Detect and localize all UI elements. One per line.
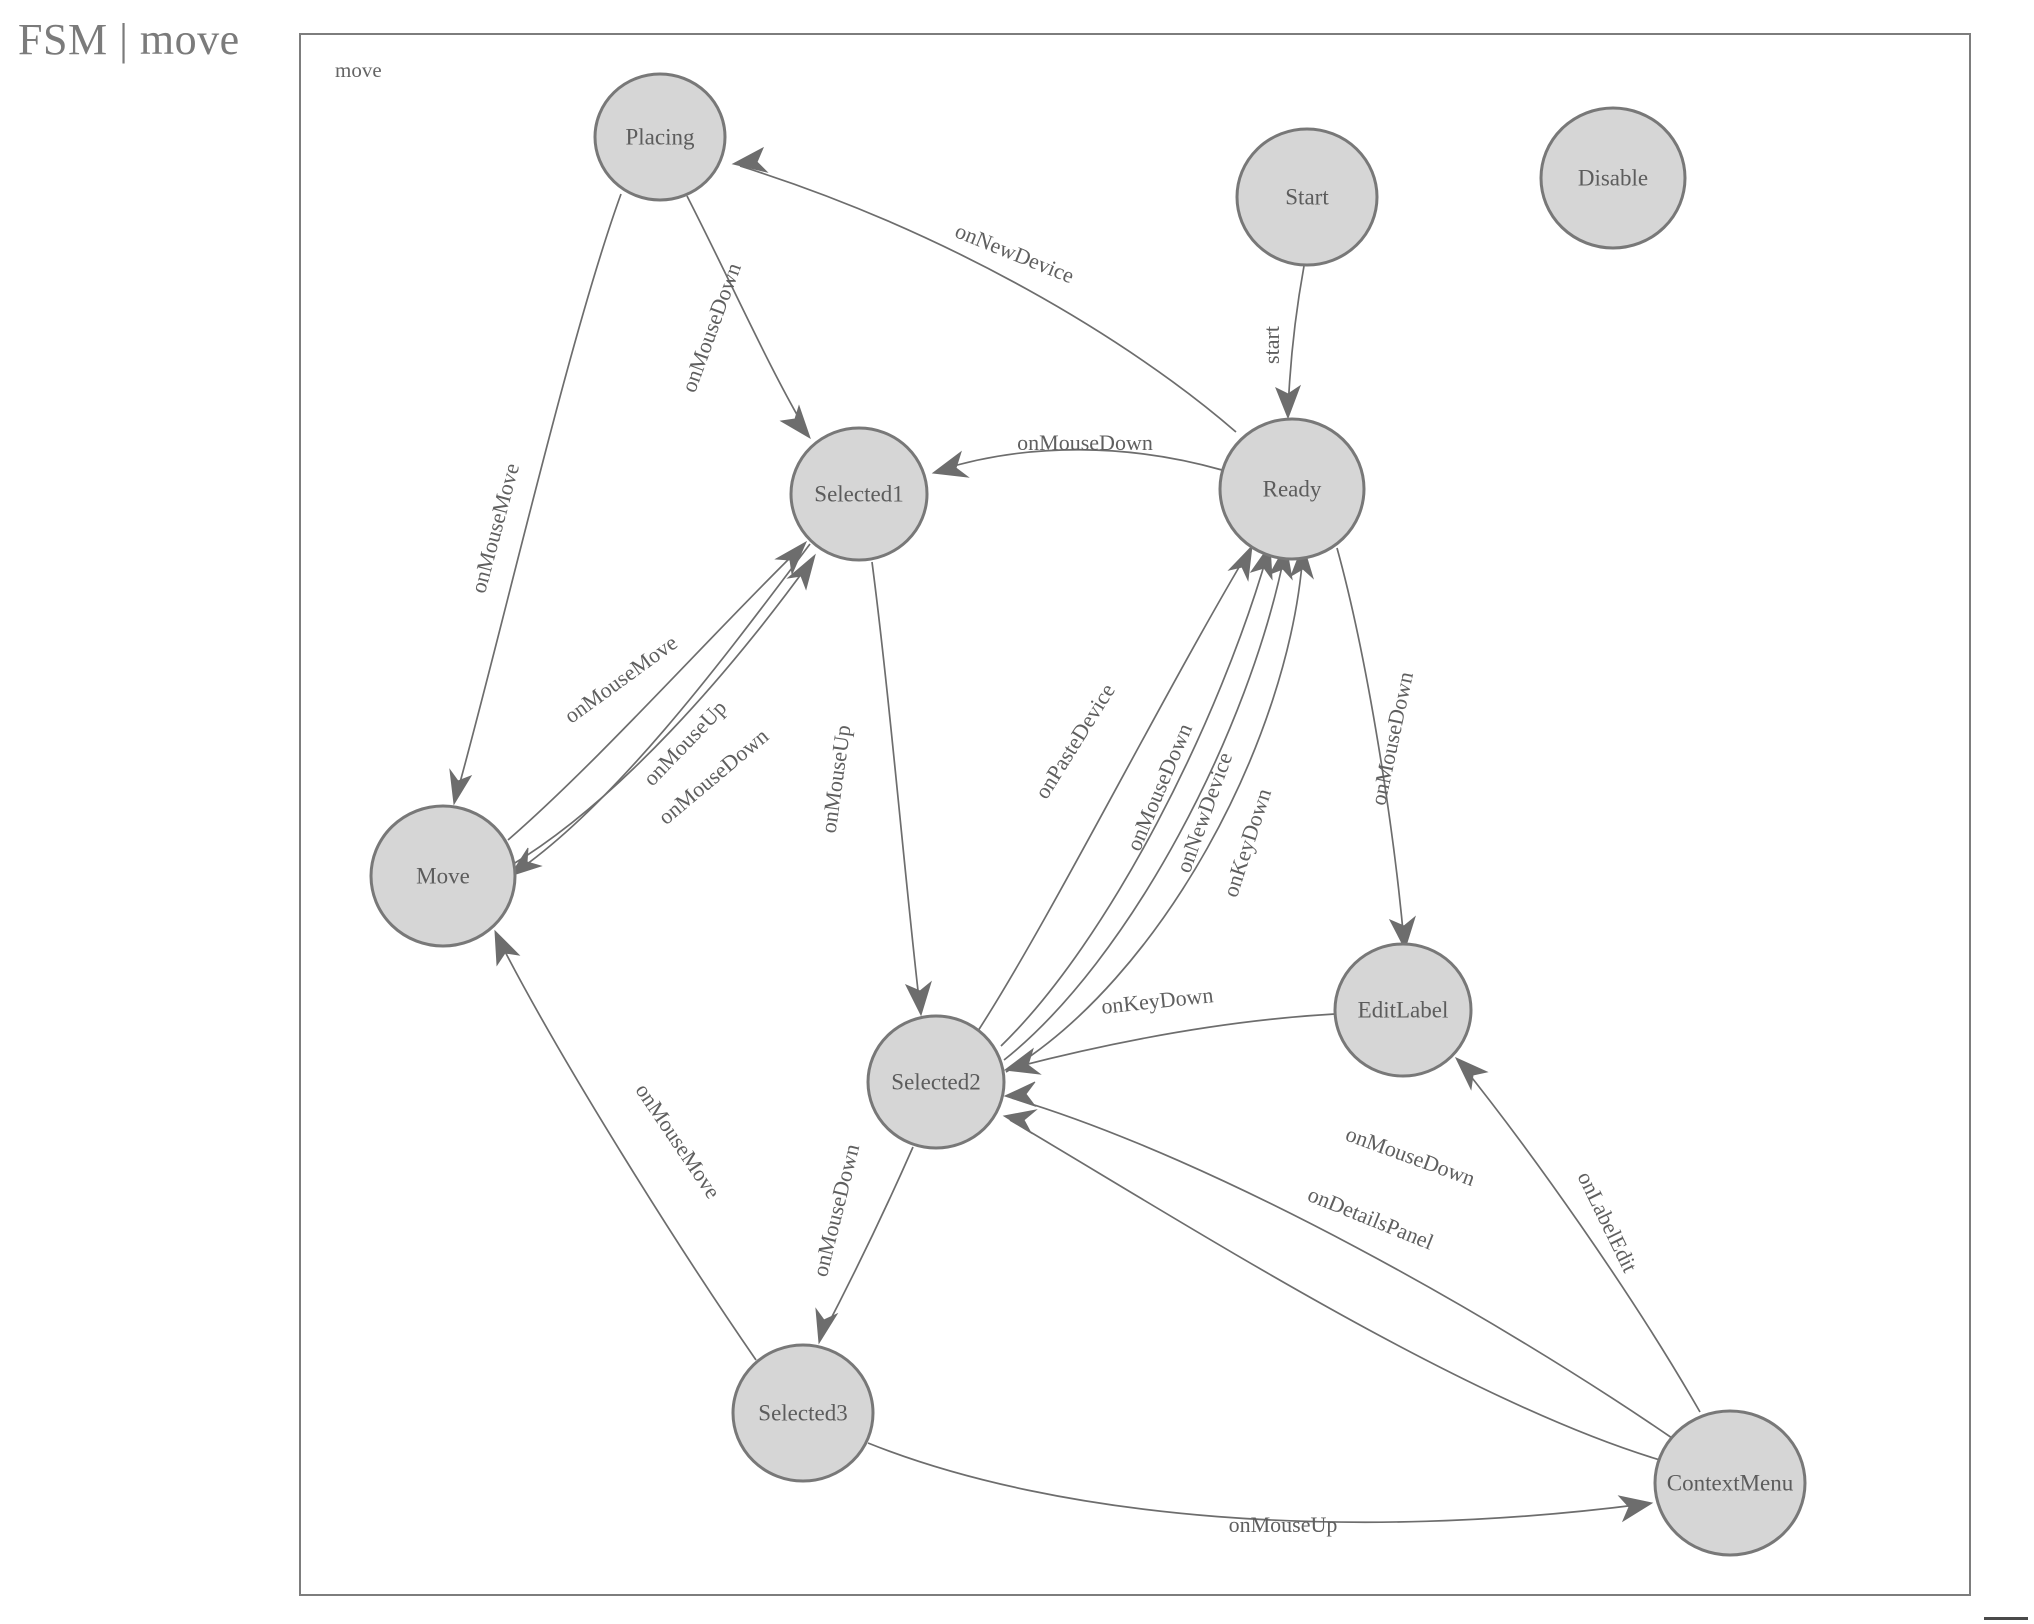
node-label-disable: Disable [1578, 166, 1648, 191]
edge-label-onmousedown-selected1: onMouseDown [1017, 430, 1153, 455]
edge-label-start: start [1259, 326, 1284, 364]
node-label-ready: Ready [1263, 477, 1322, 502]
node-label-selected2: Selected2 [891, 1070, 980, 1095]
cluster-label: move [335, 58, 382, 82]
node-label-selected1: Selected1 [814, 482, 903, 507]
node-label-start: Start [1285, 185, 1329, 210]
node-label-placing: Placing [626, 125, 695, 150]
node-label-selected3: Selected3 [758, 1401, 847, 1426]
node-label-move: Move [416, 864, 470, 889]
node-label-contextmenu: ContextMenu [1667, 1471, 1794, 1496]
edge-label-onmouseup-contextmenu: onMouseUp [1229, 1512, 1338, 1537]
page-title: FSM | move [18, 15, 240, 64]
corner-mark [1984, 1617, 2028, 1620]
node-label-editlabel: EditLabel [1358, 998, 1449, 1023]
